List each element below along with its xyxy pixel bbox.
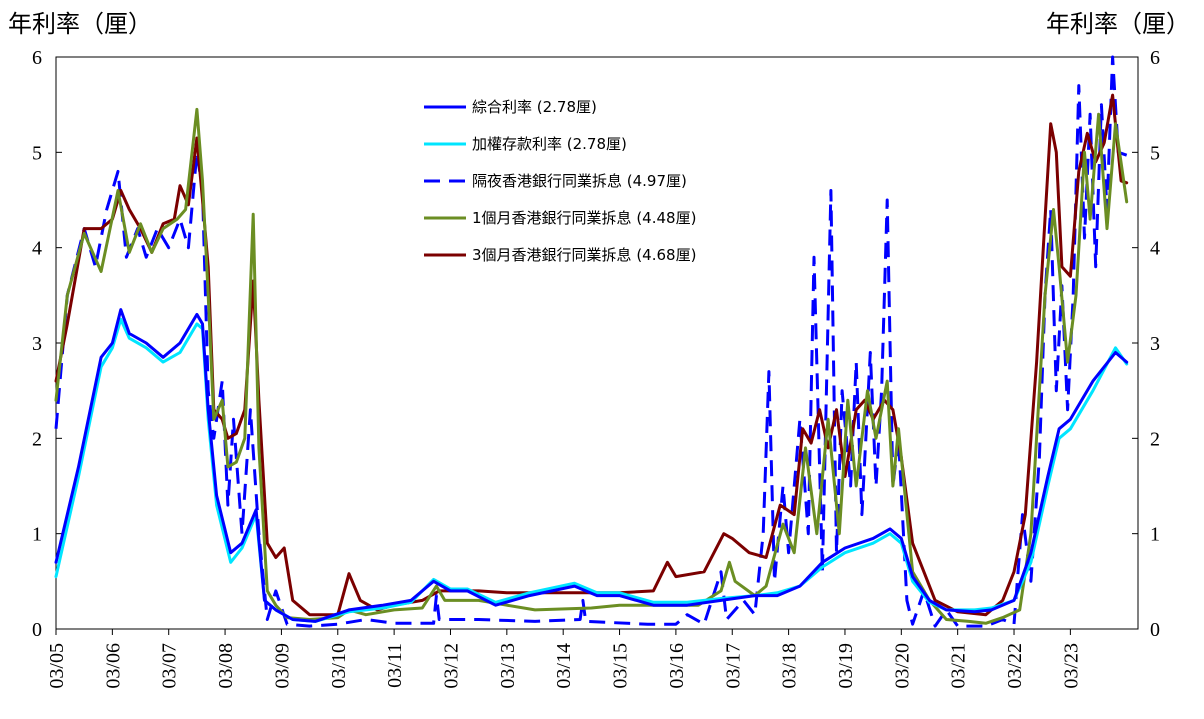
x-tick-label: 03/15 <box>610 643 632 689</box>
x-tick-label: 03/21 <box>948 643 970 689</box>
y-tick-label-left: 2 <box>32 428 42 450</box>
x-tick-label: 03/13 <box>497 643 519 689</box>
x-tick-label: 03/17 <box>722 643 744 689</box>
series-line-1 <box>54 317 1129 623</box>
y-tick-label-left: 6 <box>32 47 42 69</box>
y-tick-label-right: 3 <box>1150 333 1160 355</box>
x-tick-label: 03/18 <box>779 643 801 689</box>
legend-label-4: 3個月香港銀行同業拆息 (4.68厘) <box>472 246 696 264</box>
x-tick-label: 03/09 <box>271 643 293 689</box>
legend-label-0: 綜合利率 (2.78厘) <box>472 98 597 116</box>
x-tick-label: 03/23 <box>1060 643 1082 689</box>
x-tick-label: 03/22 <box>1004 643 1026 689</box>
y-tick-label-right: 2 <box>1150 428 1160 450</box>
x-tick-label: 03/07 <box>159 643 181 689</box>
x-tick-label: 03/20 <box>891 643 913 689</box>
x-tick-label: 03/08 <box>215 643 237 689</box>
x-tick-label: 03/16 <box>666 643 688 689</box>
series-line-2 <box>54 55 1128 628</box>
y-tick-label-right: 4 <box>1150 238 1160 260</box>
x-axis: 03/05 03/06 03/07 03/08 03/09 03/10 03/11 03/12… <box>46 629 1082 689</box>
y-tick-label-right: 1 <box>1150 524 1160 546</box>
y-axes: 0 0 1 1 2 2 3 3 4 4 5 5 6 6 <box>32 47 1160 641</box>
y-tick-label-left: 1 <box>32 524 42 546</box>
legend: 綜合利率 (2.78厘) 加權存款利率 (2.78厘) 隔夜香港銀行同業拆息 (4.… <box>424 98 696 264</box>
legend-label-3: 1個月香港銀行同業拆息 (4.48厘) <box>472 209 696 227</box>
x-tick-label: 03/10 <box>328 643 350 689</box>
x-tick-label: 03/06 <box>102 643 124 689</box>
legend-label-1: 加權存款利率 (2.78厘) <box>472 135 627 153</box>
x-tick-label: 03/19 <box>835 643 857 689</box>
y-tick-label-left: 3 <box>32 333 42 355</box>
y-tick-label-right: 6 <box>1150 47 1160 69</box>
x-tick-label: 03/05 <box>46 643 68 689</box>
x-tick-label: 03/11 <box>384 643 406 688</box>
right-axis-unit-label: 年利率（厘） <box>1046 10 1190 38</box>
y-tick-label-right: 5 <box>1150 142 1160 164</box>
series-lines <box>54 55 1129 628</box>
x-tick-label: 03/14 <box>553 643 575 689</box>
y-tick-label-left: 4 <box>32 238 42 260</box>
y-tick-label-left: 0 <box>32 619 42 641</box>
x-tick-label: 03/12 <box>440 643 462 689</box>
series-line-0 <box>54 308 1129 623</box>
y-tick-label-right: 0 <box>1150 619 1160 641</box>
y-tick-label-left: 5 <box>32 142 42 164</box>
left-axis-unit-label: 年利率（厘） <box>8 10 152 38</box>
legend-label-2: 隔夜香港銀行同業拆息 (4.97厘) <box>472 172 687 190</box>
